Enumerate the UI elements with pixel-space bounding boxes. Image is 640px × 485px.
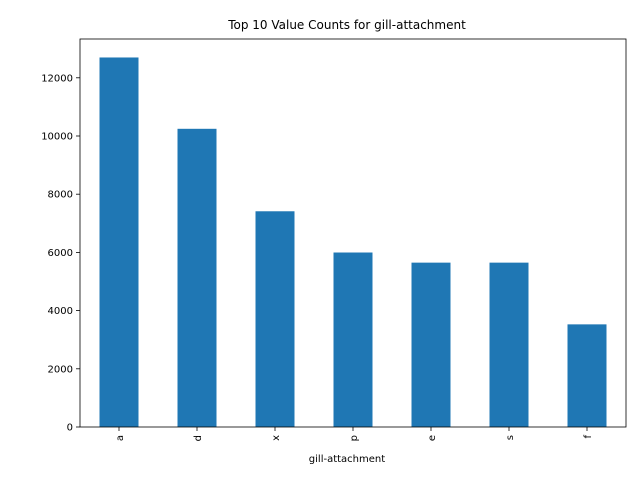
bar-e: [411, 262, 451, 427]
x-tick-label-d: d: [193, 435, 204, 441]
bar-d: [177, 128, 217, 427]
y-tick-label-0: 0: [67, 423, 73, 434]
y-tick-label-4000: 4000: [48, 306, 73, 317]
bar-a: [99, 57, 139, 427]
x-tick-label-x: x: [271, 435, 282, 441]
x-tick-label-e: e: [427, 435, 438, 441]
bars-group: [99, 57, 607, 427]
bar-p: [333, 252, 373, 427]
bar-f: [567, 324, 607, 427]
x-tick-label-f: f: [583, 435, 594, 439]
bar-s: [489, 262, 529, 427]
x-axis-label: gill-attachment: [309, 454, 385, 465]
y-axis-ticks: 0 2000 4000 6000 8000 10000 12000: [41, 73, 80, 434]
x-tick-label-a: a: [115, 435, 126, 441]
y-tick-label-10000: 10000: [41, 131, 73, 142]
plot-frame: [79, 38, 627, 428]
bar-x: [255, 211, 295, 427]
y-tick-label-6000: 6000: [48, 248, 73, 259]
y-tick-label-2000: 2000: [48, 364, 73, 375]
x-tick-label-s: s: [505, 435, 516, 440]
x-tick-label-p: p: [349, 435, 360, 441]
y-tick-label-12000: 12000: [41, 73, 73, 84]
y-tick-label-8000: 8000: [48, 190, 73, 201]
chart-title: Top 10 Value Counts for gill-attachment: [227, 18, 466, 32]
